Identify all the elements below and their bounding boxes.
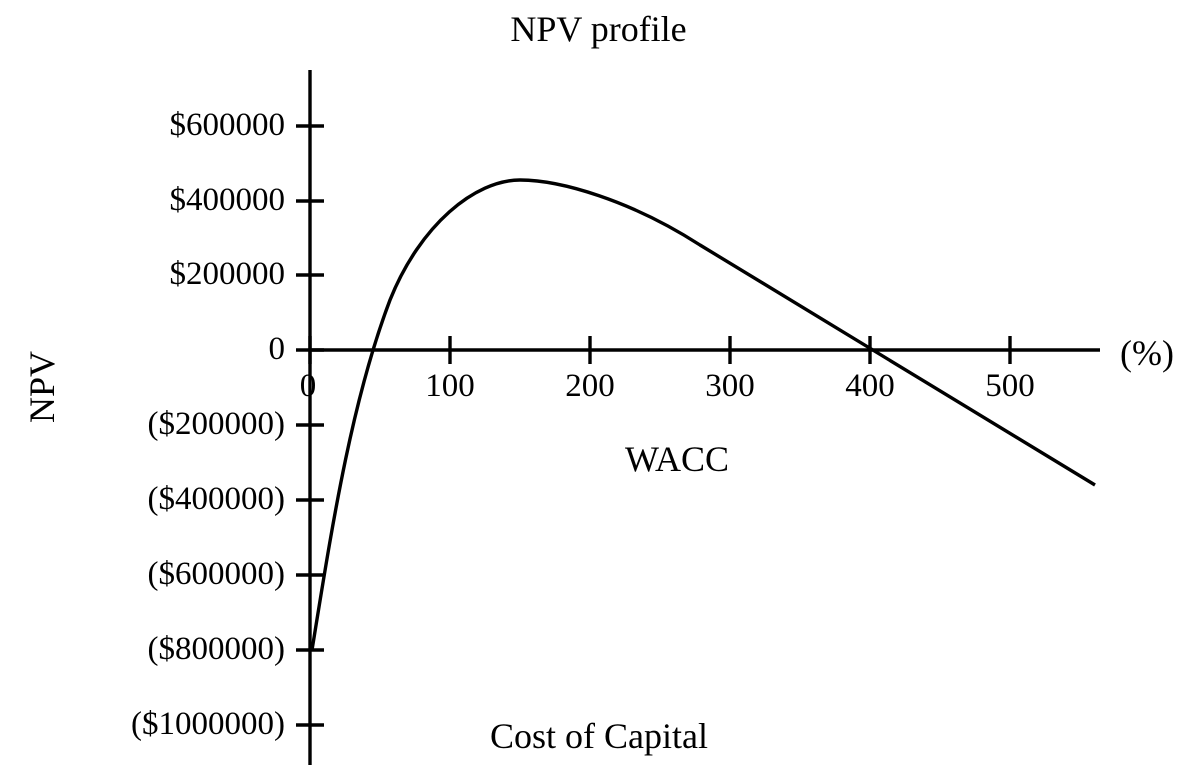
x-tick-label: 300 <box>700 368 760 405</box>
y-tick-label: ($1000000) <box>131 706 285 743</box>
y-tick-label: 0 <box>269 331 286 368</box>
y-tick-label: $200000 <box>170 256 286 293</box>
bottom-caption: Cost of Capital <box>490 715 708 757</box>
y-tick-label: $600000 <box>170 107 286 144</box>
y-tick-label: ($400000) <box>148 481 285 518</box>
x-tick-label: 0 <box>278 368 338 405</box>
x-tick-label: 200 <box>560 368 620 405</box>
x-tick-label: 100 <box>420 368 480 405</box>
x-tick-label: 500 <box>980 368 1040 405</box>
x-tick-label: 400 <box>840 368 900 405</box>
y-tick-label: ($600000) <box>148 556 285 593</box>
x-axis-unit: (%) <box>1120 332 1174 374</box>
npv-curve <box>312 180 1095 650</box>
y-tick-label: ($800000) <box>148 631 285 668</box>
npv-profile-chart: NPV profile NPV $600000$400000$2000000($… <box>0 0 1197 773</box>
x-axis-label: WACC <box>625 438 729 480</box>
y-tick-label: $400000 <box>170 182 286 219</box>
y-tick-label: ($200000) <box>148 406 285 443</box>
